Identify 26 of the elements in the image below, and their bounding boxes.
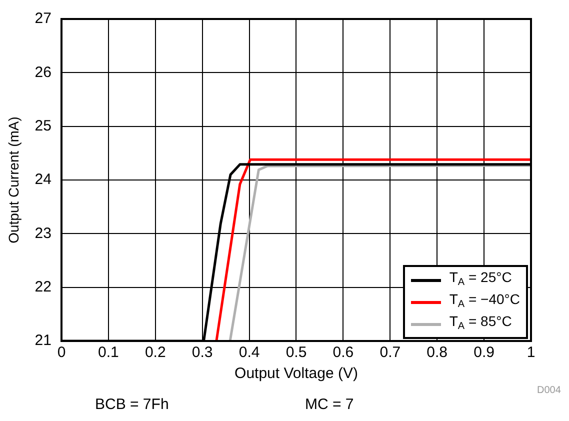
x-tick-label: 0.8 [426, 344, 448, 362]
x-tick-label: 0.5 [286, 344, 307, 362]
legend-label: T$_{A}$ = 25°C [449, 269, 512, 290]
x-tick-label: 0.7 [380, 344, 401, 362]
x-tick-label: 0.3 [192, 344, 213, 362]
text: BCB = 7Fh [95, 396, 169, 413]
y-tick-label: 24 [34, 171, 52, 188]
y-tick-label: 23 [34, 224, 52, 242]
x-axis-title: Output Voltage (V) [234, 365, 358, 382]
y-axis-title: Output Current (mA) [5, 116, 22, 244]
legend-label: T$_{A}$ = 85°C [449, 313, 512, 334]
y-tick-label: 21 [34, 332, 52, 350]
y-tick-label: 27 [34, 10, 52, 28]
x-tick-label: 0.2 [144, 344, 166, 362]
text: D004 [537, 385, 561, 396]
y-tick-label: 26 [34, 64, 52, 81]
x-tick-label: 0.4 [238, 344, 260, 362]
legend-label: T$_{A}$ = −40°C [449, 291, 520, 312]
y-tick-label: 22 [34, 278, 52, 296]
x-tick-label: 0.6 [332, 344, 354, 362]
x-tick-label: 0.9 [474, 344, 494, 362]
x-tick-label: 0.1 [98, 344, 119, 362]
x-tick-label: 0 [57, 344, 66, 362]
y-tick-label: 25 [34, 117, 52, 134]
text: MC = 7 [305, 396, 354, 413]
x-tick-label: 1 [526, 344, 536, 362]
